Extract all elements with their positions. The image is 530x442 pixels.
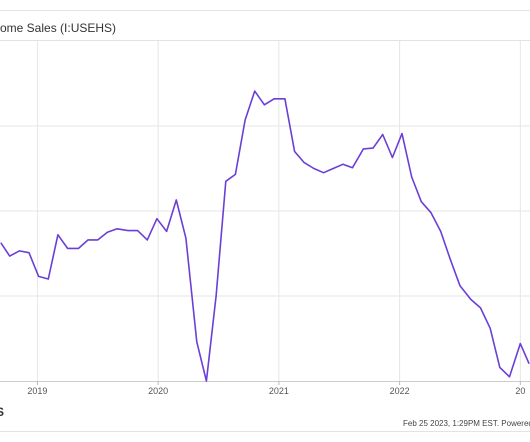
data-point [313, 167, 315, 170]
data-point [97, 239, 99, 241]
data-point [263, 104, 265, 106]
data-point [284, 98, 286, 100]
data-point [332, 167, 334, 170]
data-point [106, 231, 109, 233]
data-point [322, 172, 325, 174]
title-divider [0, 40, 530, 41]
data-point [342, 163, 344, 165]
data-point [166, 230, 168, 232]
data-point [479, 307, 482, 309]
x-tick-label: 2022 [390, 386, 410, 396]
data-point [528, 362, 530, 364]
data-point [127, 229, 129, 232]
data-point [254, 90, 256, 92]
data-point [351, 167, 354, 169]
data-point [244, 119, 246, 121]
data-point [508, 376, 511, 378]
data-point [47, 278, 49, 280]
header-divider [0, 10, 530, 11]
data-point [18, 250, 20, 252]
data-point [372, 147, 374, 149]
gridlines [0, 41, 530, 382]
data-point [87, 239, 89, 241]
footer-divider [0, 431, 530, 432]
series-line [0, 90, 530, 382]
data-point [67, 247, 69, 249]
data-point [137, 229, 139, 232]
data-point [185, 237, 187, 239]
data-point [470, 298, 472, 300]
data-point [519, 343, 521, 345]
data-point [28, 252, 30, 254]
data-point [57, 234, 59, 236]
series-layer [0, 90, 530, 382]
footer-timestamp: Feb 25 2023, 1:29PM EST. Powered b [403, 419, 530, 428]
x-axis-ticks: 2019 2020 2021 2022 20 [27, 381, 525, 396]
data-point [116, 228, 118, 230]
x-tick-label: 2021 [269, 386, 289, 396]
data-point [225, 180, 227, 182]
data-point [459, 285, 461, 287]
data-point [449, 258, 451, 261]
x-tick-label: 2019 [27, 386, 47, 396]
data-point [234, 173, 237, 176]
data-point [391, 156, 393, 159]
footer-logo: S [0, 405, 5, 419]
x-tick-label: 2020 [148, 386, 168, 396]
x-tick-label: 20 [515, 386, 525, 396]
data-point [440, 230, 442, 232]
data-point [175, 199, 177, 201]
data-point [38, 275, 40, 278]
data-point [499, 366, 501, 368]
data-point [146, 239, 148, 241]
data-point [489, 327, 491, 329]
data-point [362, 148, 364, 150]
data-point [382, 133, 384, 136]
data-point [0, 242, 2, 244]
data-point [156, 218, 158, 220]
data-point [273, 98, 275, 100]
data-point [196, 341, 198, 343]
data-point [411, 176, 413, 178]
data-point [293, 150, 296, 153]
data-point [77, 247, 80, 249]
data-point [401, 133, 403, 135]
data-point [430, 212, 432, 214]
data-point [303, 161, 305, 164]
data-point [215, 295, 217, 297]
chart-title: ome Sales (I:USEHS) [0, 21, 117, 35]
data-point [9, 255, 11, 257]
data-point [205, 380, 208, 382]
data-point [420, 201, 422, 203]
